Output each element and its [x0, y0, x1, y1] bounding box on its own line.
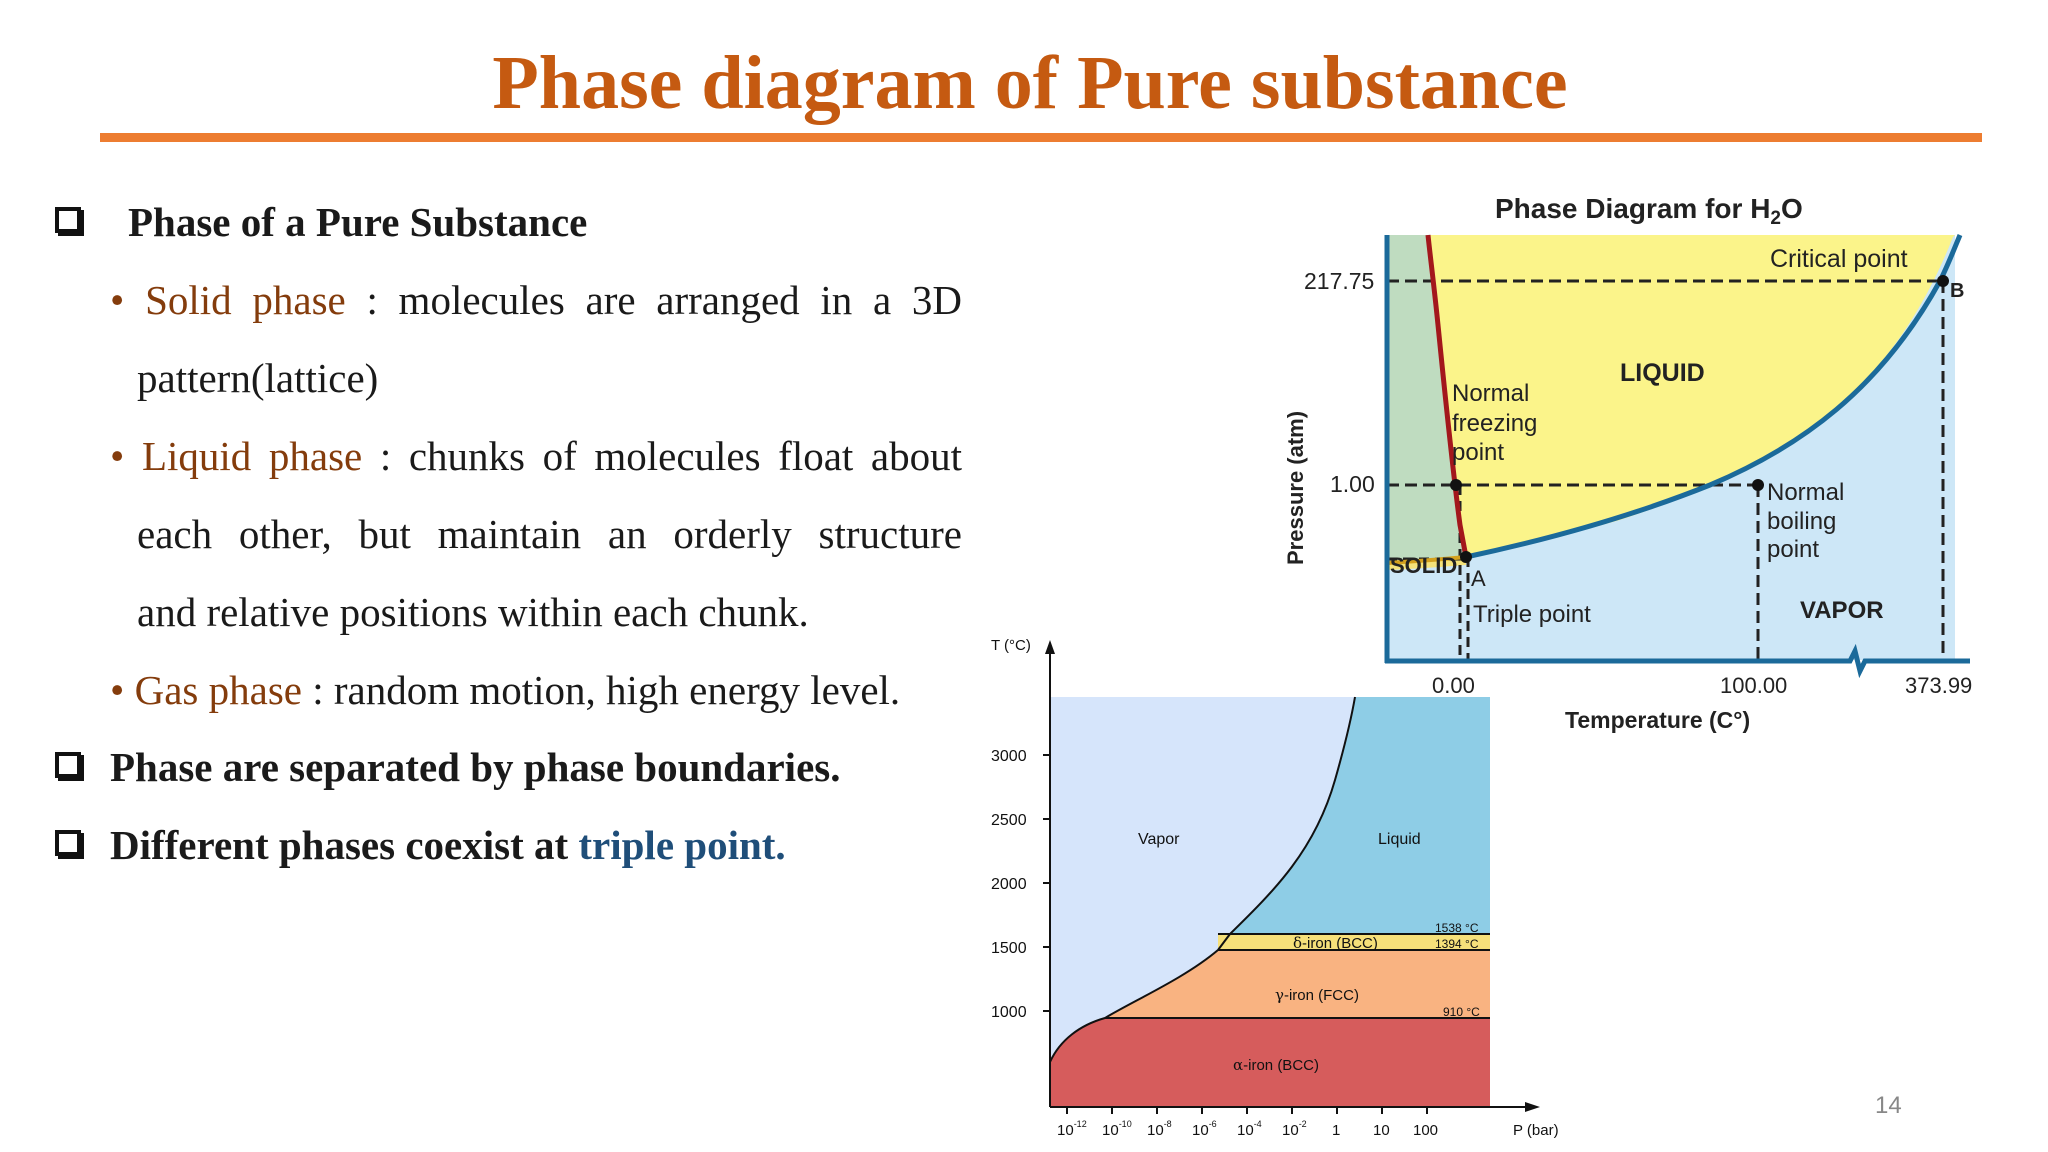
liquid-phase-line: • Liquid phase : chunks of molecules flo…: [110, 432, 962, 480]
water-diagram-title: Phase Diagram for H2O: [1495, 193, 1803, 229]
solid-region-label: SOLID: [1390, 553, 1457, 578]
coexist-text: Different phases coexist at: [110, 822, 579, 868]
x-axis-label: P (bar): [1513, 1122, 1559, 1139]
solid-phase-desc: : molecules are arranged in a 3D: [345, 277, 963, 323]
freezing-label-3: point: [1452, 439, 1504, 466]
y-tick-label: 2500: [991, 812, 1027, 829]
x-tick-label: 10: [1373, 1122, 1390, 1139]
triple-point-bullet: Different phases coexist at triple point…: [110, 821, 786, 869]
y-tick-217: 217.75: [1304, 268, 1374, 294]
y-axis-label: Pressure (atm): [1283, 411, 1308, 565]
gamma-region: [1105, 950, 1490, 1018]
triple-point-label: Triple point: [1473, 601, 1591, 628]
liquid-region: [1230, 697, 1490, 934]
temp-1538: 1538 °C: [1435, 921, 1479, 935]
gas-phase-desc: : random motion, high energy level.: [301, 667, 901, 713]
y-axis-label: T (°C): [991, 637, 1031, 654]
liquid-phase-line-3: and relative positions within each chunk…: [137, 589, 809, 635]
x-tick-label: 10-12: [1057, 1119, 1087, 1139]
bullet-heading: Phase of a Pure Substance: [128, 199, 588, 245]
point-a-label: A: [1471, 566, 1486, 591]
x-tick-label: 10-2: [1282, 1119, 1307, 1139]
gas-phase-line: • Gas phase : random motion, high energy…: [110, 666, 900, 714]
x-tick-label: 10-4: [1237, 1119, 1262, 1139]
freezing-label-2: freezing: [1452, 410, 1537, 437]
delta-iron-label: δ-iron (BCC): [1293, 934, 1378, 952]
checkbox-bullet-icon: [55, 830, 81, 856]
y-tick-label: 1500: [991, 940, 1027, 957]
triple-point-term: triple point.: [578, 822, 786, 868]
x-tick-374: 373.99: [1905, 673, 1972, 698]
checkbox-bullet-icon: [55, 752, 81, 778]
x-axis: [1385, 643, 1970, 679]
x-tick-label: 1: [1332, 1122, 1340, 1139]
delta-region: [1218, 934, 1490, 950]
liquid-label: Liquid: [1378, 831, 1421, 848]
liquid-region-label: LIQUID: [1620, 359, 1705, 387]
water-phase-diagram: Phase Diagram for H2O Critical point B 2…: [1283, 193, 1972, 733]
point-b-label: B: [1950, 280, 1964, 302]
dot-bullet-icon: •: [110, 667, 135, 713]
page-number: 14: [1875, 1092, 1902, 1119]
liquid-phase-term: Liquid phase: [141, 433, 363, 479]
x-tick-label: 100: [1413, 1122, 1438, 1139]
vapor-solid-boundary: [1049, 933, 1231, 1063]
liquid-phase-desc: : chunks of molecules float about: [362, 433, 962, 479]
gamma-iron-label: γ-iron (FCC): [1275, 986, 1359, 1004]
dot-bullet-icon: •: [110, 277, 146, 323]
dot-bullet-icon: •: [110, 433, 142, 479]
y-axis-arrow-icon: [1045, 640, 1055, 654]
boundaries-bullet: Phase are separated by phase boundaries.: [110, 744, 841, 790]
freezing-point-marker: [1450, 479, 1462, 491]
boiling-label-3: point: [1767, 536, 1819, 563]
iron-phase-diagram: 3000 2500 2000 1500 1000 T (°C) 10-12 10…: [991, 637, 1559, 1139]
slide-title: Phase diagram of Pure substance: [492, 41, 1568, 125]
liquid-phase-line-2: each other, but maintain an orderly stru…: [137, 511, 962, 557]
vapor-region-label: VAPOR: [1800, 597, 1884, 624]
x-axis-arrow-icon: [1525, 1102, 1540, 1112]
liquid-region: [1428, 235, 1955, 555]
temp-1394: 1394 °C: [1435, 937, 1479, 951]
x-tick-0: 0.00: [1432, 673, 1475, 698]
solid-phase-line-2: pattern(lattice): [137, 355, 379, 401]
boiling-point-marker: [1752, 479, 1764, 491]
title-underline: [100, 133, 1982, 142]
alpha-iron-label: α-iron (BCC): [1233, 1056, 1319, 1074]
solid-phase-term: Solid phase: [145, 277, 346, 323]
solid-phase-line: • Solid phase : molecules are arranged i…: [110, 276, 962, 324]
y-tick-1: 1.00: [1330, 471, 1375, 497]
x-ticks: 10-12 10-10 10-8 10-6 10-4 10-2 1 10 100: [1057, 1107, 1438, 1139]
vapor-liquid-boundary: [1229, 696, 1356, 935]
y-tick-label: 2000: [991, 876, 1027, 893]
triple-point-marker: [1460, 551, 1472, 563]
solid-region: [1387, 235, 1466, 562]
temp-910: 910 °C: [1443, 1005, 1480, 1019]
x-tick-label: 10-6: [1192, 1119, 1217, 1139]
x-axis-label: Temperature (C°): [1565, 707, 1750, 733]
critical-point-label: Critical point: [1770, 245, 1908, 273]
x-tick-label: 10-10: [1102, 1119, 1132, 1139]
freezing-label-1: Normal: [1452, 380, 1529, 407]
y-tick-label: 3000: [991, 748, 1027, 765]
critical-point-marker: [1937, 275, 1949, 287]
y-tick-label: 1000: [991, 1004, 1027, 1021]
vapor-label: Vapor: [1138, 831, 1180, 848]
alpha-region: [1050, 1018, 1490, 1107]
x-tick-100: 100.00: [1720, 673, 1787, 698]
boiling-label-2: boiling: [1767, 508, 1836, 535]
boiling-label-1: Normal: [1767, 479, 1844, 506]
gas-phase-term: Gas phase: [134, 667, 302, 713]
checkbox-bullet-icon: [55, 207, 81, 233]
vaporization-curve: [1465, 234, 1963, 560]
x-tick-label: 10-8: [1147, 1119, 1172, 1139]
